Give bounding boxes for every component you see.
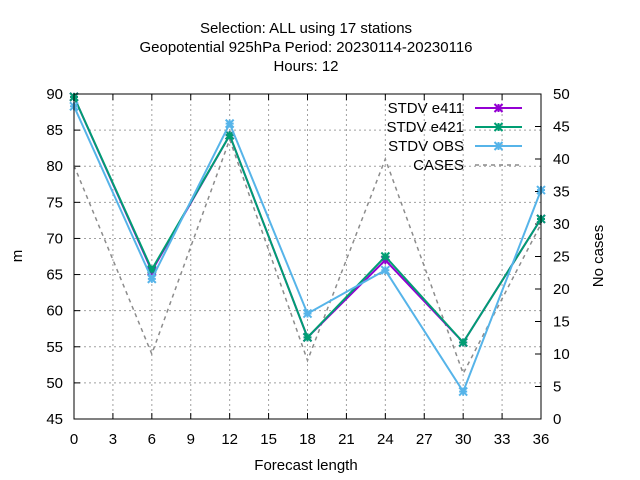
y-tick-label: 70 xyxy=(46,230,63,247)
y2-tick-label: 30 xyxy=(553,216,570,233)
legend-label-stdv-e421: STDV e421 xyxy=(386,119,464,136)
x-tick-label: 36 xyxy=(533,431,550,448)
y2-tick-label: 0 xyxy=(553,411,561,428)
y-tick-label: 45 xyxy=(46,411,63,428)
data-point-stdv-obs xyxy=(224,118,235,129)
x-tick-label: 0 xyxy=(70,431,78,448)
legend-marker-stdv-e411 xyxy=(493,103,504,113)
y-tick-label: 75 xyxy=(46,194,63,211)
x-tick-label: 15 xyxy=(260,431,277,448)
y-tick-label: 60 xyxy=(46,303,63,320)
y2-tick-label: 20 xyxy=(553,281,570,298)
data-point-stdv-obs xyxy=(458,386,468,397)
tick-labels: 0 3 6 9 12 15 18 21 24 27 30 33 36455055606570758085… xyxy=(46,86,569,448)
chart-title: Selection: ALL using 17 stations Geopote… xyxy=(139,20,472,75)
legend-label-stdv-e411: STDV e411 xyxy=(388,100,464,117)
y2-tick-label: 50 xyxy=(553,86,570,103)
x-tick-label: 24 xyxy=(377,431,394,448)
data-point-stdv-obs xyxy=(302,308,313,319)
series-line-cases xyxy=(73,137,542,376)
x-tick-label: 6 xyxy=(148,431,156,448)
legend-marker-stdv-obs xyxy=(493,141,504,151)
y-tick-label: 80 xyxy=(46,158,63,175)
x-tick-label: 9 xyxy=(187,431,195,448)
y2-tick-label: 5 xyxy=(553,379,561,396)
x-tick-label: 12 xyxy=(221,431,238,448)
legend: STDV e411 STDV e421 STDV OBS CASES xyxy=(386,100,522,174)
x-axis-label: Forecast length xyxy=(254,457,357,474)
y-tick-label: 50 xyxy=(46,375,63,392)
y-tick-label: 90 xyxy=(46,86,63,103)
data-point-stdv-obs xyxy=(380,265,391,275)
legend-label-stdv-obs: STDV OBS xyxy=(388,138,464,155)
y2-tick-label: 15 xyxy=(553,314,570,331)
y2-tick-label: 25 xyxy=(553,249,570,266)
data-point-stdv-e421 xyxy=(458,337,468,348)
title-line-2: Geopotential 925hPa Period: 20230114-202… xyxy=(139,39,472,56)
x-tick-label: 33 xyxy=(494,431,511,448)
y2-tick-label: 40 xyxy=(553,151,570,168)
x-tick-label: 30 xyxy=(455,431,472,448)
y-tick-label: 65 xyxy=(46,267,63,284)
title-line-1: Selection: ALL using 17 stations xyxy=(200,20,412,37)
y-axis-label: m xyxy=(9,250,26,263)
y2-tick-label: 35 xyxy=(553,184,570,201)
y-tick-label: 55 xyxy=(46,339,63,356)
y2-tick-label: 45 xyxy=(553,119,570,136)
x-tick-label: 27 xyxy=(416,431,433,448)
y-tick-label: 85 xyxy=(46,122,63,139)
plot-frame xyxy=(73,93,542,420)
x-tick-label: 18 xyxy=(299,431,316,448)
y2-tick-label: 10 xyxy=(553,346,570,363)
data-point-stdv-e421 xyxy=(380,251,391,262)
y2-axis-label: No cases xyxy=(590,225,607,288)
legend-marker-stdv-e421 xyxy=(493,122,504,132)
data-point-stdv-e421 xyxy=(302,332,313,343)
x-tick-label: 3 xyxy=(109,431,117,448)
data-point-stdv-obs xyxy=(147,274,157,284)
x-tick-label: 21 xyxy=(338,431,355,448)
grid xyxy=(74,94,541,419)
legend-label-cases: CASES xyxy=(413,157,464,174)
title-line-3: Hours: 12 xyxy=(273,58,338,75)
